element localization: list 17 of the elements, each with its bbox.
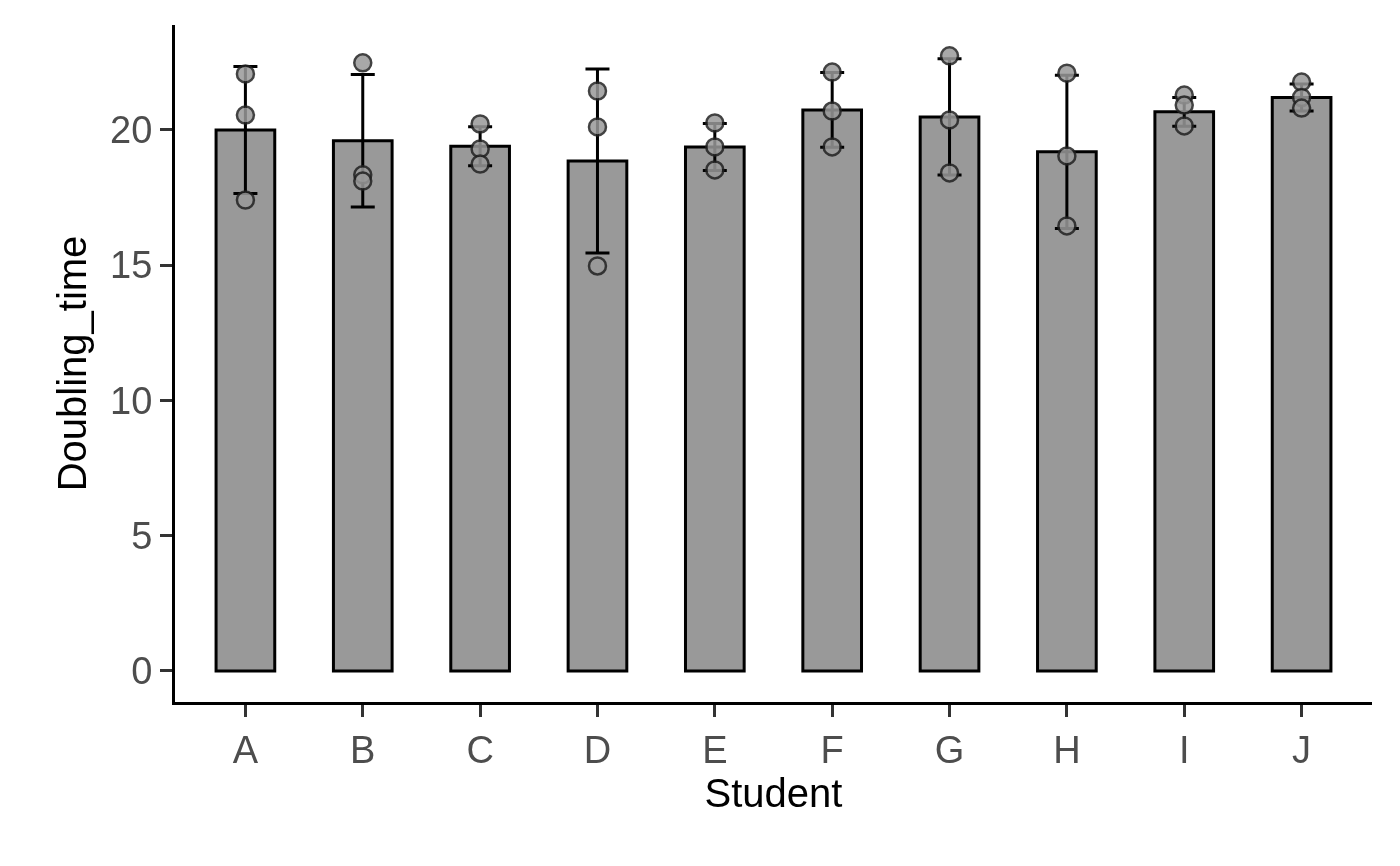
x-tick-label: A bbox=[232, 728, 259, 771]
y-tick-label: 5 bbox=[131, 514, 153, 557]
y-tick-label: 15 bbox=[110, 244, 153, 287]
x-tick-label: B bbox=[350, 728, 376, 771]
x-tick-label: F bbox=[820, 728, 844, 771]
x-tick-label: D bbox=[583, 728, 612, 771]
y-tick-label: 20 bbox=[110, 109, 153, 152]
y-tick-label: 10 bbox=[110, 379, 153, 422]
y-axis-title: Doubling_time bbox=[49, 235, 94, 492]
x-tick-label: H bbox=[1053, 728, 1081, 771]
x-tick-label: J bbox=[1292, 728, 1312, 771]
x-tick-label: I bbox=[1178, 728, 1190, 771]
x-tick-label: G bbox=[934, 728, 965, 771]
x-tick-label: E bbox=[702, 728, 728, 771]
y-tick-label: 0 bbox=[131, 650, 153, 693]
x-axis-title: Student bbox=[704, 771, 843, 816]
x-tick-label: C bbox=[466, 728, 494, 771]
